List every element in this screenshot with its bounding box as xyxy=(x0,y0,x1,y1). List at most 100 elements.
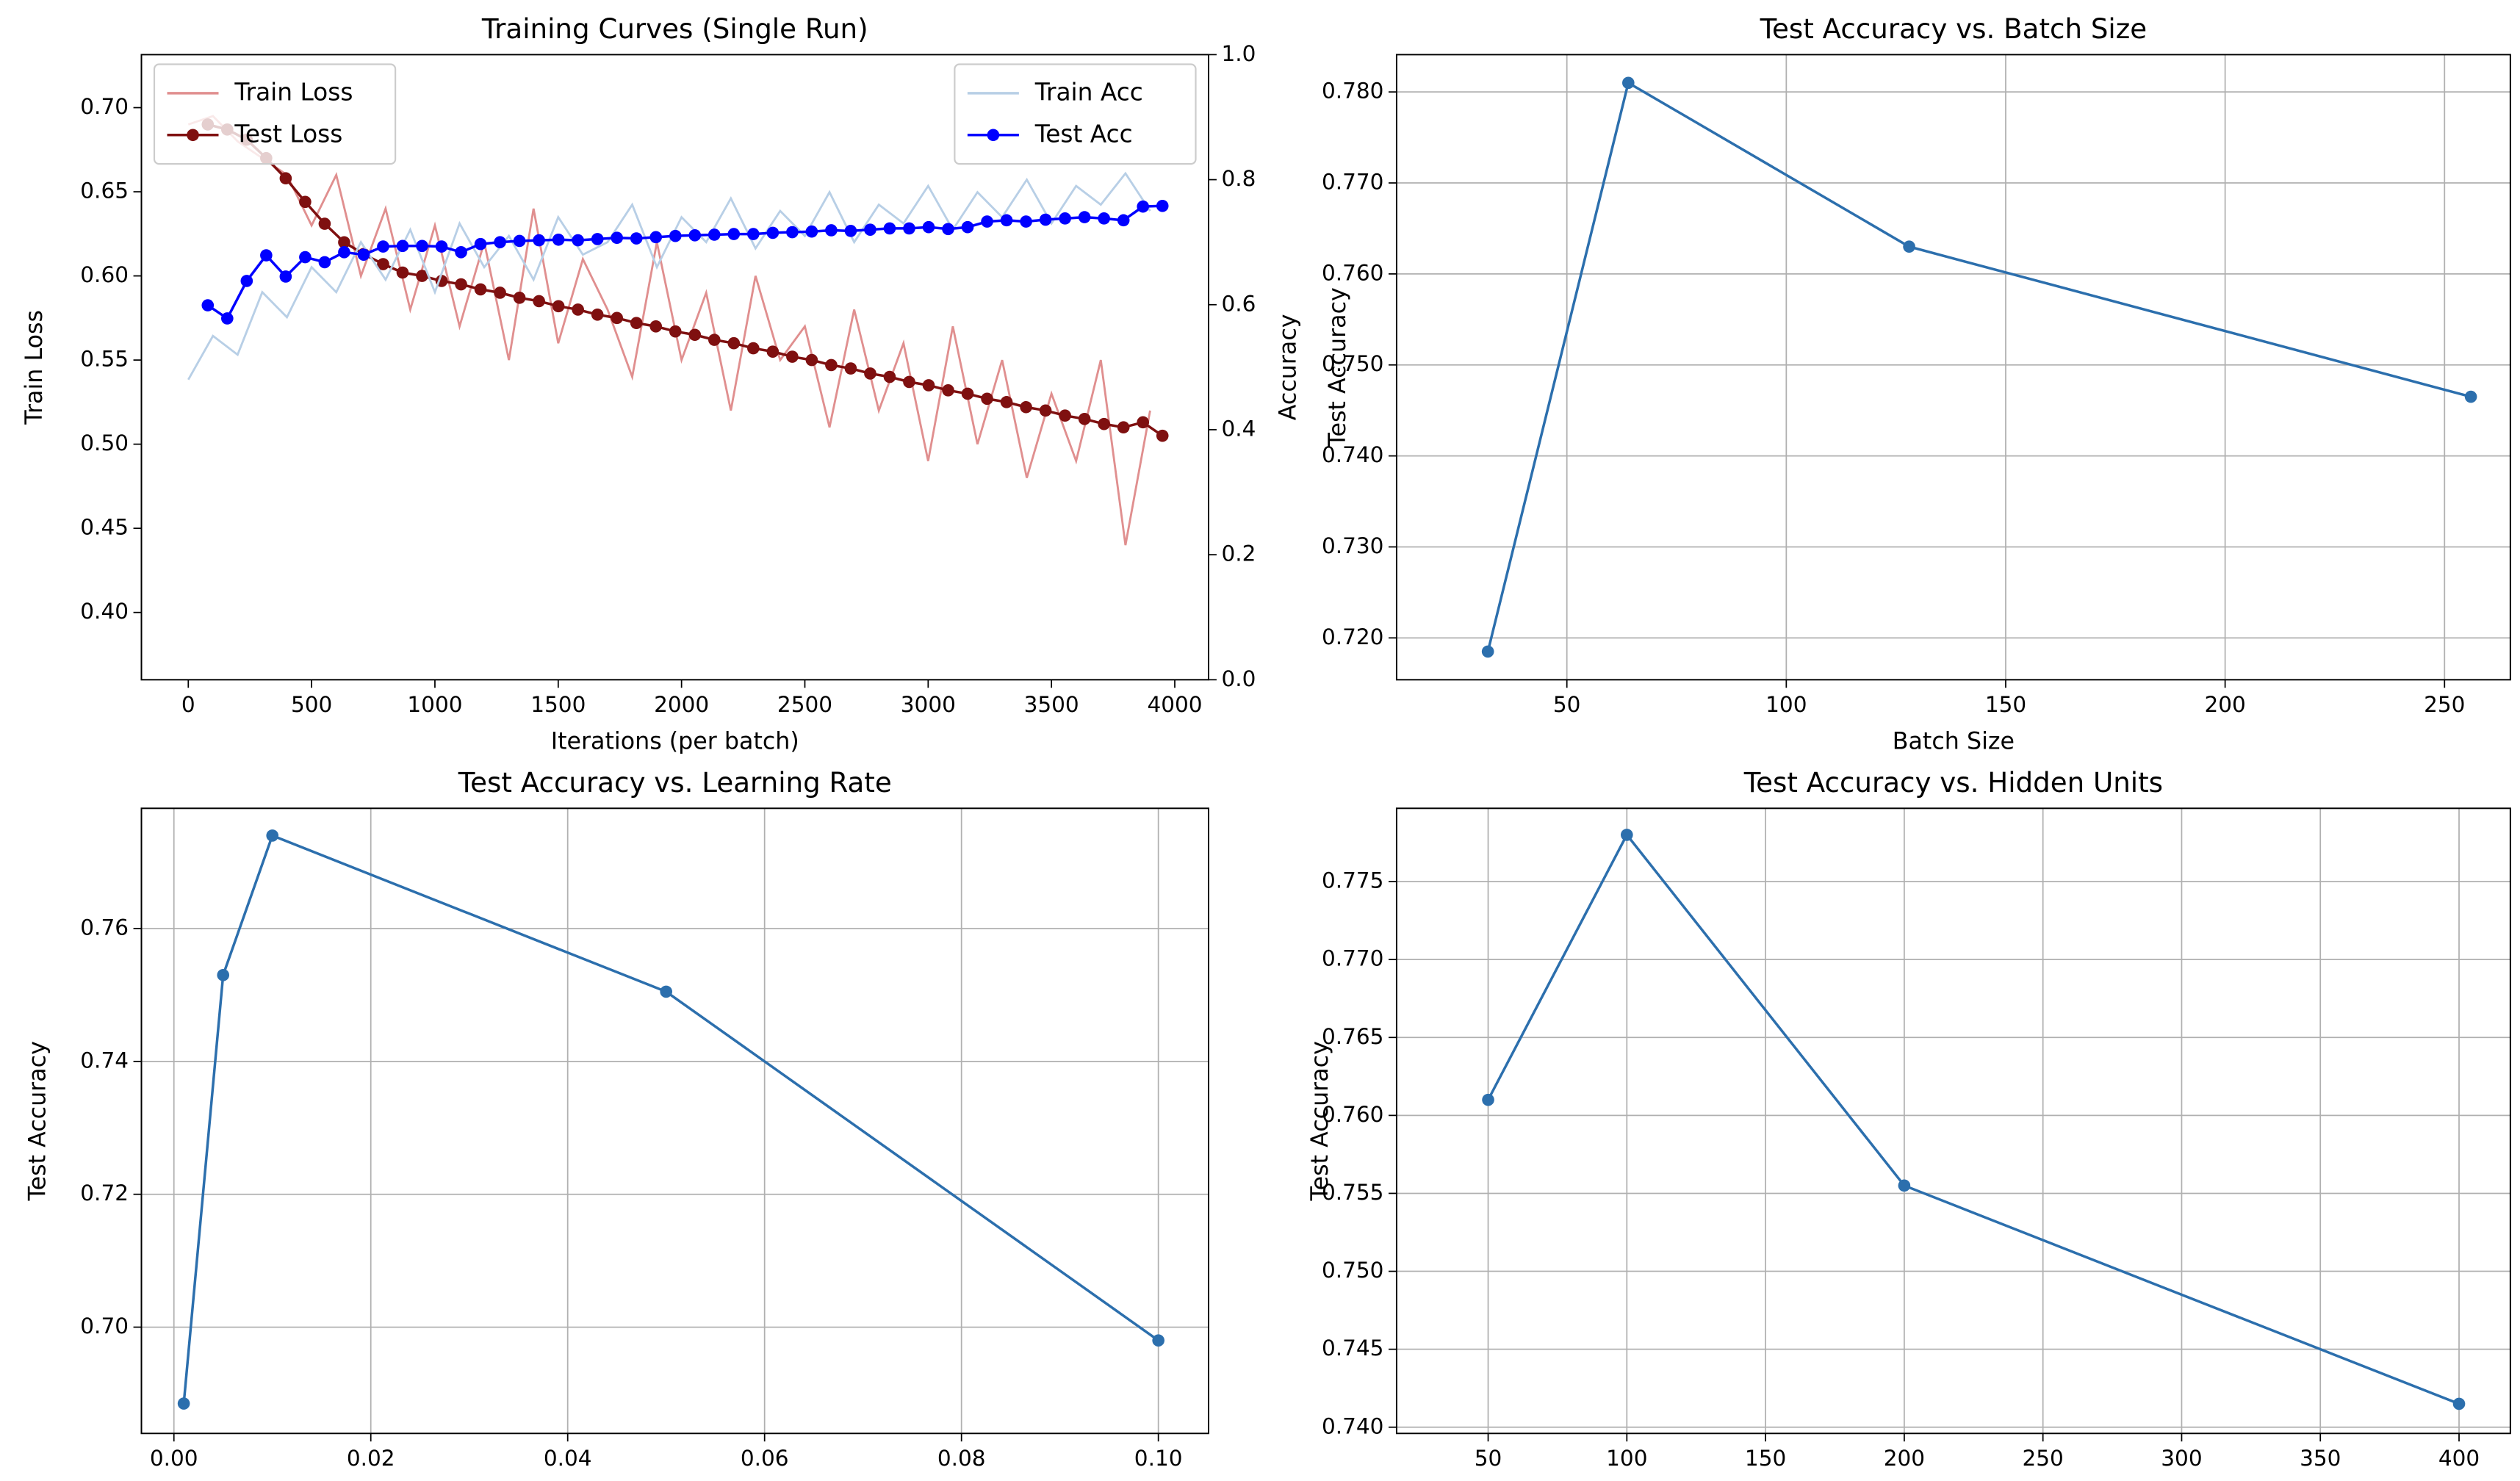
y-tick-label: 0.740 xyxy=(1322,442,1383,467)
marker xyxy=(669,229,682,242)
y-tick-label: 0.745 xyxy=(1322,1336,1383,1361)
y-tick-label: 0.750 xyxy=(1322,1258,1383,1283)
marker xyxy=(1000,396,1013,408)
x-tick-label: 250 xyxy=(2424,692,2465,717)
marker xyxy=(903,375,915,389)
x-axis-label: Iterations (per batch) xyxy=(551,729,799,755)
x-tick-label: 0.04 xyxy=(544,1446,592,1471)
marker xyxy=(1020,215,1032,228)
legend-label: Train Acc xyxy=(1034,78,1143,106)
marker xyxy=(1621,829,1633,841)
series-line xyxy=(207,123,1164,437)
y-axis-label: Train Loss xyxy=(21,310,48,425)
marker xyxy=(201,299,215,311)
chart-title: Training Curves (Single Run) xyxy=(481,12,868,45)
chart-title: Test Accuracy vs. Learning Rate xyxy=(458,766,892,799)
marker xyxy=(260,249,273,262)
y2-axis-label: Accuracy xyxy=(1275,314,1301,420)
marker xyxy=(864,367,876,380)
marker xyxy=(572,303,584,316)
x-tick-label: 100 xyxy=(1765,692,1807,717)
marker xyxy=(747,342,760,355)
marker xyxy=(708,334,721,346)
x-tick-label: 50 xyxy=(1553,692,1581,717)
marker xyxy=(844,225,857,237)
y-tick-label: 0.50 xyxy=(80,430,129,455)
x-tick-label: 0.06 xyxy=(741,1446,789,1471)
marker xyxy=(825,358,838,372)
marker xyxy=(279,270,292,283)
x-tick-label: 3500 xyxy=(1024,692,1079,717)
y2-tick-label: 0.4 xyxy=(1222,416,1256,441)
marker xyxy=(825,224,838,237)
marker xyxy=(922,220,935,234)
marker xyxy=(611,311,624,325)
x-tick-label: 0.08 xyxy=(937,1446,986,1471)
y2-tick-label: 0.6 xyxy=(1222,291,1256,316)
marker xyxy=(903,222,915,235)
series-line xyxy=(187,171,1151,381)
x-tick-label: 100 xyxy=(1606,1446,1647,1471)
marker xyxy=(660,985,673,998)
y2-tick-label: 1.0 xyxy=(1222,41,1256,66)
chart-title: Test Accuracy vs. Hidden Units xyxy=(1743,766,2163,799)
marker xyxy=(513,234,526,248)
marker xyxy=(942,384,954,397)
y-tick-label: 0.76 xyxy=(80,915,129,940)
marker xyxy=(961,220,974,234)
x-axis-label: Batch Size xyxy=(1893,729,2015,755)
y2-tick-label: 0.0 xyxy=(1222,666,1256,691)
marker xyxy=(494,236,506,248)
marker xyxy=(1482,1093,1494,1106)
x-tick-label: 1500 xyxy=(530,692,586,717)
marker xyxy=(318,256,331,269)
marker xyxy=(338,236,350,249)
legend-label: Train Loss xyxy=(234,78,353,106)
marker xyxy=(474,237,487,251)
marker xyxy=(1903,240,1915,253)
marker xyxy=(669,325,682,338)
marker xyxy=(688,328,702,342)
y-tick-label: 0.765 xyxy=(1322,1024,1383,1049)
marker xyxy=(786,350,799,363)
x-tick-label: 1000 xyxy=(407,692,462,717)
x-tick-label: 2500 xyxy=(777,692,832,717)
x-tick-label: 250 xyxy=(2023,1446,2064,1471)
legend-marker xyxy=(987,129,1000,142)
marker xyxy=(708,228,721,241)
marker xyxy=(455,245,467,259)
marker xyxy=(416,270,428,282)
marker xyxy=(299,251,312,264)
marker xyxy=(279,172,292,185)
x-tick-label: 400 xyxy=(2438,1446,2480,1471)
marker xyxy=(883,370,896,383)
y-tick-label: 0.755 xyxy=(1322,1180,1383,1205)
series-line xyxy=(1486,832,2460,1405)
legend-box xyxy=(954,63,1197,165)
marker xyxy=(805,225,818,238)
marker xyxy=(1152,1334,1164,1347)
marker xyxy=(649,231,663,244)
x-tick-label: 150 xyxy=(1745,1446,1786,1471)
y-tick-label: 0.750 xyxy=(1322,351,1383,376)
y-tick-label: 0.770 xyxy=(1322,946,1383,971)
x-tick-label: 3000 xyxy=(901,692,956,717)
marker xyxy=(494,287,506,299)
y-tick-label: 0.45 xyxy=(80,515,129,540)
marker xyxy=(727,336,741,350)
marker xyxy=(217,968,230,981)
marker xyxy=(981,392,993,406)
marker xyxy=(688,228,702,242)
marker xyxy=(1078,211,1091,223)
marker xyxy=(1898,1179,1911,1192)
marker xyxy=(474,283,487,296)
marker xyxy=(805,353,818,367)
legend-marker xyxy=(187,129,199,142)
marker xyxy=(883,222,896,235)
x-tick-label: 150 xyxy=(1985,692,2026,717)
series-line xyxy=(1486,81,2472,652)
x-tick-label: 50 xyxy=(1475,1446,1502,1471)
x-tick-label: 350 xyxy=(2300,1446,2341,1471)
marker xyxy=(942,223,954,236)
